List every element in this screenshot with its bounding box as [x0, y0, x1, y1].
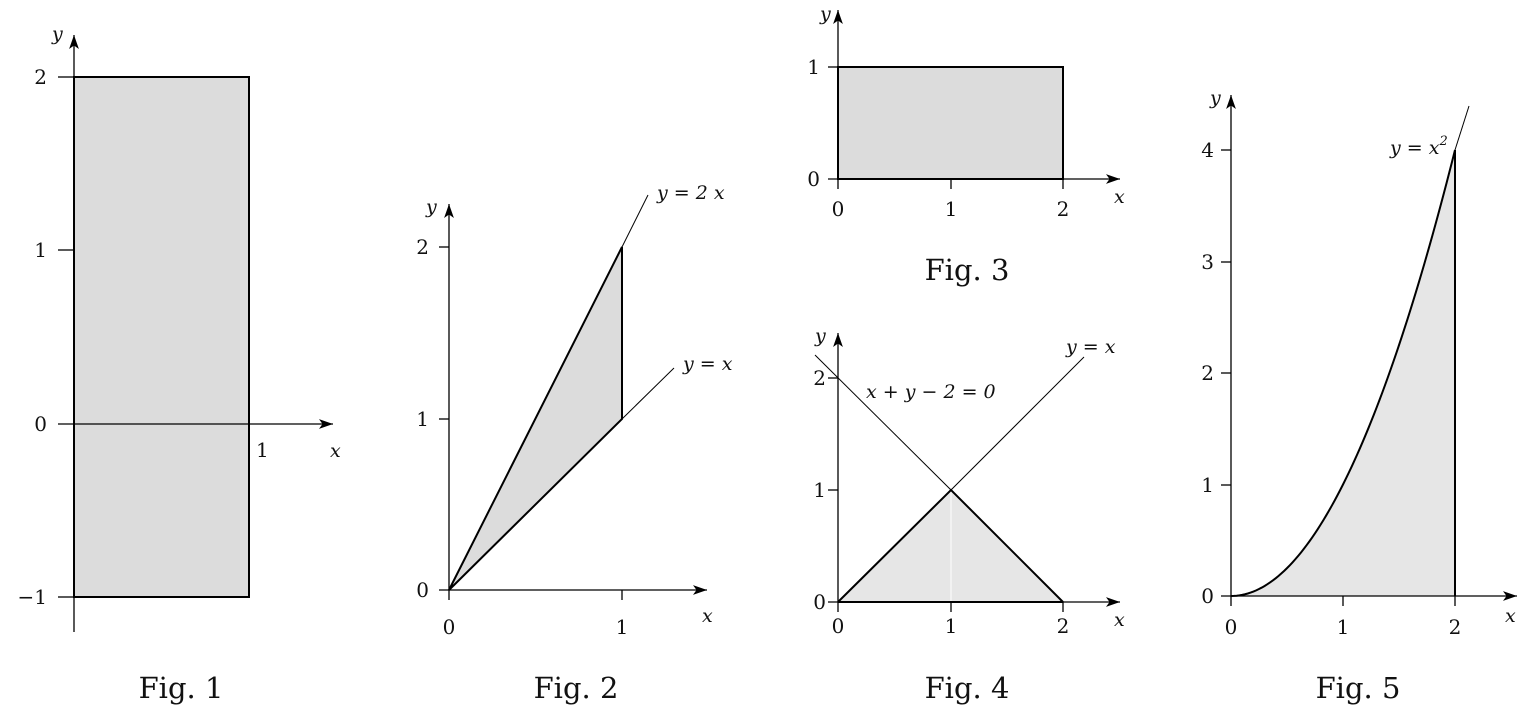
y-axis-label: y	[51, 23, 63, 45]
curve-label-exponent: 2	[1438, 134, 1447, 149]
x-axis-label: x	[1114, 186, 1125, 208]
y-tick-label: 0	[34, 412, 47, 436]
line-y-2x-extension	[621, 194, 649, 248]
curve-label: y = 2 x	[656, 182, 725, 204]
x-axis-label: x	[1114, 609, 1125, 631]
curve-label-base: y = x	[1389, 137, 1440, 159]
x-tick-label: 0	[832, 614, 845, 638]
y-tick-label: 2	[416, 235, 429, 259]
shaded-region	[837, 66, 1064, 180]
shaded-region	[1231, 150, 1455, 596]
y-tick-label: 1	[813, 478, 826, 502]
figure-caption: Fig. 1	[139, 671, 224, 705]
figure-caption: Fig. 5	[1316, 671, 1401, 705]
y-tick-label: 0	[416, 578, 429, 602]
y-axis-label: y	[425, 196, 437, 218]
x-tick-label: 2	[1057, 197, 1070, 221]
x-axis-label: x	[330, 440, 341, 462]
line-y-x	[950, 356, 1085, 491]
y-tick-label: 2	[813, 366, 826, 390]
figure-1: 2 1 0 −1 1 x y Fig. 1	[18, 23, 341, 705]
y-tick-label: 1	[1201, 473, 1214, 497]
shaded-region	[73, 76, 250, 598]
curve-y-x-squared	[1230, 149, 1456, 597]
x-tick-label: 0	[1225, 615, 1238, 639]
x-tick-label: 1	[1337, 615, 1350, 639]
figure-caption: Fig. 2	[534, 671, 619, 705]
figure-3: 1 0 0 1 2 x y Fig. 3	[807, 3, 1125, 287]
y-tick-label: 0	[1201, 584, 1214, 608]
y-tick-label: 0	[807, 167, 820, 191]
x-tick-label: 1	[256, 438, 269, 462]
x-tick-label: 0	[832, 197, 845, 221]
x-tick-label: 2	[1449, 615, 1462, 639]
curve-label: y = x2	[1389, 134, 1448, 159]
x-axis-label: x	[702, 605, 713, 627]
y-tick-label: 1	[807, 55, 820, 79]
figure-caption: Fig. 4	[925, 671, 1010, 705]
x-tick-label: 1	[945, 614, 958, 638]
y-tick-label: 1	[416, 407, 429, 431]
curve-label: y = x	[682, 353, 733, 375]
x-tick-label: 1	[616, 615, 629, 639]
y-axis-label: y	[819, 3, 831, 25]
figure-2: 2 1 0 0 1 x y y = 2 x y = x Fig. 2	[416, 182, 732, 705]
y-tick-label: 2	[34, 65, 47, 89]
x-tick-label: 0	[443, 615, 456, 639]
y-tick-label: 3	[1201, 250, 1214, 274]
y-tick-label: 1	[34, 238, 47, 262]
region-boundary	[837, 488, 1064, 603]
shaded-region	[448, 246, 623, 591]
y-tick-label: 4	[1201, 138, 1214, 162]
y-tick-label: 0	[813, 590, 826, 614]
curve-label: x + y − 2 = 0	[866, 381, 996, 403]
y-tick-label: −1	[18, 585, 47, 609]
y-axis-label: y	[814, 325, 826, 347]
y-tick-label: 2	[1201, 361, 1214, 385]
figure-caption: Fig. 3	[925, 253, 1010, 287]
figure-5: 4 3 2 1 0 0 1 2 x y y = x2 Fig. 5	[1201, 87, 1517, 705]
line-x-plus-y-minus-2	[814, 354, 952, 491]
curve-label: y = x	[1065, 336, 1116, 358]
x-axis-label: x	[1505, 605, 1516, 627]
x-tick-label: 1	[945, 197, 958, 221]
curve-extension	[1454, 105, 1470, 151]
line-y-x-extension	[621, 367, 675, 420]
figure-4: 2 1 0 0 1 2 x y y = x x + y − 2 = 0 Fig.…	[813, 325, 1125, 705]
y-axis-label: y	[1209, 87, 1221, 109]
x-tick-label: 2	[1057, 614, 1070, 638]
